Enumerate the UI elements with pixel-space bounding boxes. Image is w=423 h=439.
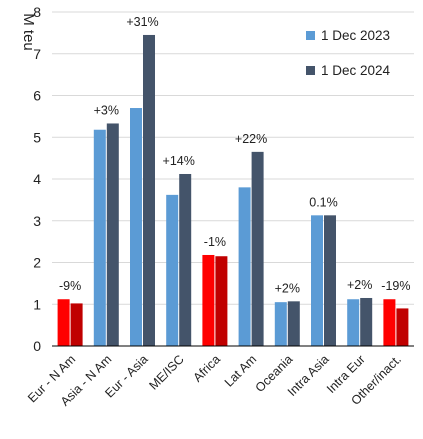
legend-label-2023: 1 Dec 2023: [321, 28, 390, 43]
bar-africa-2023: [202, 254, 215, 346]
bar-lat-am-2023: [238, 187, 251, 346]
bar-eur-n-am-2023: [57, 299, 70, 346]
bar-eur-asia-2024: [143, 34, 155, 347]
y-tick-label-7: 7: [33, 46, 41, 62]
bar-intra-eur-2023: [347, 299, 360, 346]
y-tick-label-6: 6: [33, 88, 41, 104]
y-tick-label-0: 0: [33, 338, 41, 354]
bar-me-isc-2023: [166, 194, 179, 346]
bar-asia-n-am-2024: [106, 123, 119, 346]
y-axis-ticks: 0 1 2 3 4 5 6 7 8: [33, 4, 41, 354]
change-label-eur-asia: +31%: [126, 15, 158, 29]
bar-me-isc-2024: [179, 173, 192, 346]
bar-other-inact-2023: [383, 299, 396, 346]
bars: [57, 34, 409, 347]
bar-intra-asia-2024: [324, 215, 336, 346]
bar-asia-n-am-2023: [93, 129, 106, 346]
legend-swatch-2024: [306, 66, 315, 75]
category-label-me-isc: ME/ISC: [146, 352, 186, 392]
y-axis-label: M teu: [20, 13, 37, 51]
legend: 1 Dec 2023 1 Dec 2024: [306, 28, 391, 78]
bar-oceania-2024: [287, 301, 300, 346]
change-label-intra-eur: +2%: [347, 278, 372, 292]
legend-swatch-2023: [306, 31, 315, 40]
bar-africa-2024: [215, 256, 228, 346]
change-label-me-isc: +14%: [163, 154, 195, 168]
change-labels: -9% +3% +31% +14% -1% +22% +2% 0.1% +2% -19%: [59, 15, 411, 295]
y-tick-label-2: 2: [33, 255, 41, 271]
bar-eur-asia-2023: [130, 108, 142, 347]
change-label-lat-am: +22%: [235, 132, 267, 146]
change-label-intra-asia: 0.1%: [309, 195, 338, 209]
y-tick-label-5: 5: [33, 129, 41, 145]
y-tick-label-8: 8: [33, 4, 41, 20]
change-label-africa: -1%: [204, 235, 226, 249]
change-label-other-inact: -19%: [381, 279, 410, 293]
gridlines: [52, 11, 414, 305]
category-label-africa: Africa: [191, 352, 224, 385]
change-label-asia-n-am: +3%: [94, 103, 119, 117]
bar-oceania-2023: [274, 302, 287, 346]
legend-label-2024: 1 Dec 2024: [321, 63, 391, 78]
bar-other-inact-2024: [396, 308, 409, 346]
y-tick-label-3: 3: [33, 213, 41, 229]
bar-lat-am-2024: [251, 151, 264, 346]
y-tick-label-4: 4: [33, 171, 41, 187]
change-label-oceania: +2%: [275, 281, 300, 295]
y-tick-label-1: 1: [33, 296, 41, 312]
bar-eur-n-am-2024: [70, 303, 83, 346]
bar-intra-eur-2024: [360, 297, 373, 346]
change-label-eur-n-am: -9%: [59, 279, 81, 293]
bar-intra-asia-2023: [311, 215, 323, 346]
